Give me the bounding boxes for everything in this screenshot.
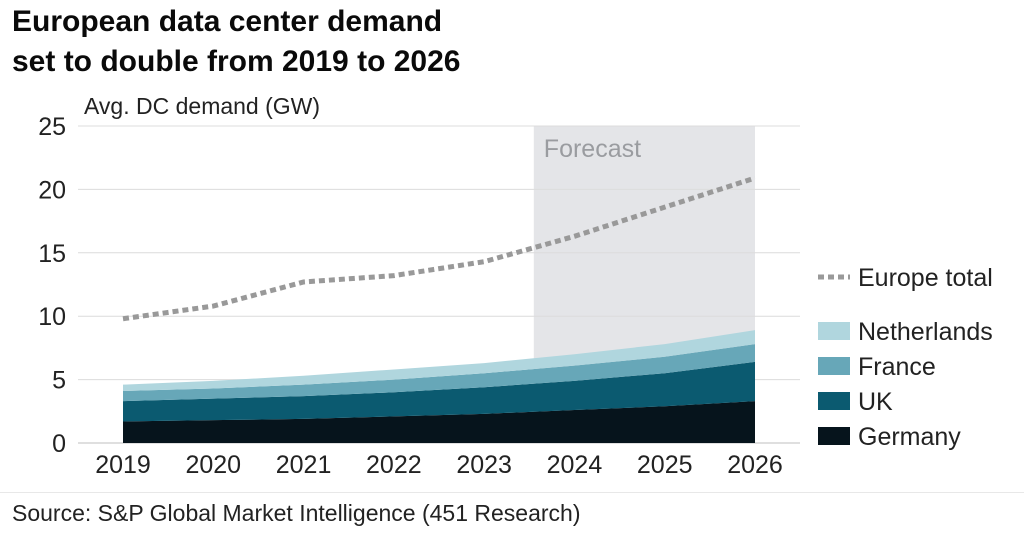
legend-label-germany: Germany <box>858 423 961 451</box>
x-tick-label: 2020 <box>185 451 241 479</box>
legend-swatch-france <box>818 357 850 375</box>
legend-label-france: France <box>858 353 936 381</box>
legend-label-netherlands: Netherlands <box>858 318 993 346</box>
x-tick-label: 2022 <box>366 451 422 479</box>
y-axis-label: Avg. DC demand (GW) <box>84 93 320 119</box>
y-tick-label: 25 <box>38 113 66 141</box>
source-divider <box>0 492 1024 493</box>
y-tick-label: 0 <box>52 430 66 458</box>
area-netherlands <box>123 330 755 392</box>
legend-swatch-uk <box>818 392 850 410</box>
y-tick-label: 10 <box>38 303 66 331</box>
forecast-label: Forecast <box>544 135 641 163</box>
y-tick-label: 5 <box>52 367 66 395</box>
legend-label-europe-total: Europe total <box>858 264 993 292</box>
source-note: Source: S&P Global Market Intelligence (… <box>12 500 581 526</box>
legend-swatch-germany <box>818 427 850 445</box>
chart-title-line-2: set to double from 2019 to 2026 <box>12 45 461 78</box>
area-germany <box>123 401 755 443</box>
x-tick-label: 2025 <box>637 451 693 479</box>
chart-title: European data center demand set to doubl… <box>12 2 712 82</box>
x-tick-label: 2026 <box>727 451 783 479</box>
x-tick-label: 2024 <box>547 451 603 479</box>
y-tick-label: 15 <box>38 240 66 268</box>
y-tick-label: 20 <box>38 176 66 204</box>
x-tick-label: 2023 <box>456 451 512 479</box>
area-uk <box>123 361 755 422</box>
area-france <box>123 344 755 402</box>
x-tick-label: 2019 <box>95 451 151 479</box>
legend-label-uk: UK <box>858 388 893 416</box>
chart-title-line-1: European data center demand <box>12 5 443 38</box>
legend-swatch-netherlands <box>818 322 850 340</box>
x-tick-label: 2021 <box>276 451 332 479</box>
line-europe-total <box>122 175 756 322</box>
